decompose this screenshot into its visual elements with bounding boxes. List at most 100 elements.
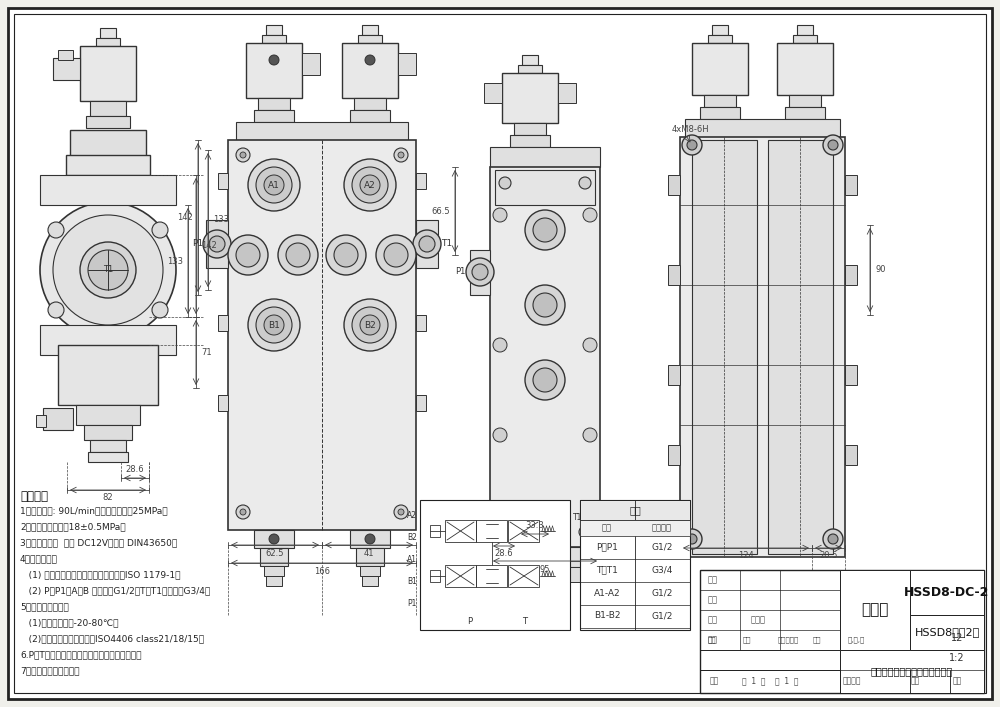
Circle shape: [228, 235, 268, 275]
Bar: [692, 140, 757, 554]
Text: B2: B2: [364, 320, 376, 329]
Circle shape: [264, 175, 284, 195]
Circle shape: [398, 152, 404, 158]
Circle shape: [248, 299, 300, 351]
Circle shape: [48, 302, 64, 318]
Bar: [266, 576, 282, 586]
Circle shape: [53, 215, 163, 325]
Text: 3、电磁铁参数  电压 DC12V，装口 DIN43650；: 3、电磁铁参数 电压 DC12V，装口 DIN43650；: [20, 538, 177, 547]
Text: 41: 41: [364, 549, 374, 558]
Circle shape: [823, 135, 843, 155]
Text: (1) 所有油口均为平面密封，符合标准ISO 1179-1；: (1) 所有油口均为平面密封，符合标准ISO 1179-1；: [20, 570, 180, 579]
Text: T1: T1: [103, 266, 113, 274]
Bar: [692, 43, 748, 95]
Text: G1/2: G1/2: [651, 542, 673, 551]
Bar: [360, 566, 380, 576]
Text: (2) P、P1、A、B 口螺纹：G1/2；T、T1口螺纹：G3/4；: (2) P、P1、A、B 口螺纹：G1/2；T、T1口螺纹：G3/4；: [20, 586, 210, 595]
Circle shape: [533, 368, 557, 392]
Circle shape: [682, 135, 702, 155]
Circle shape: [525, 210, 565, 250]
Text: 接口: 接口: [602, 523, 612, 532]
Bar: [416, 220, 438, 268]
Text: 4xM8-6H: 4xM8-6H: [672, 126, 710, 134]
Bar: [793, 35, 817, 43]
Circle shape: [352, 307, 388, 343]
Bar: [100, 28, 116, 38]
Text: 142: 142: [177, 213, 193, 222]
Bar: [490, 147, 600, 167]
Bar: [708, 35, 732, 43]
Bar: [362, 25, 378, 35]
Bar: [508, 565, 539, 587]
Bar: [840, 570, 910, 650]
Bar: [668, 445, 680, 465]
Circle shape: [493, 338, 507, 352]
Text: 外形图: 外形图: [861, 602, 889, 617]
Bar: [80, 46, 136, 101]
Circle shape: [203, 230, 231, 258]
Bar: [484, 83, 502, 103]
Text: 133: 133: [213, 216, 229, 225]
Bar: [668, 265, 680, 285]
Circle shape: [376, 235, 416, 275]
Circle shape: [493, 428, 507, 442]
Circle shape: [360, 175, 380, 195]
Circle shape: [394, 505, 408, 519]
Circle shape: [40, 202, 176, 338]
Circle shape: [525, 360, 565, 400]
Text: A1-A2: A1-A2: [594, 588, 620, 597]
Bar: [218, 395, 228, 411]
Text: P1: P1: [456, 267, 466, 276]
Bar: [254, 530, 294, 548]
Bar: [358, 35, 382, 43]
Bar: [84, 425, 132, 440]
Bar: [680, 137, 845, 557]
Bar: [502, 73, 558, 123]
Bar: [580, 500, 690, 630]
Bar: [266, 25, 282, 35]
Text: 2、安全阀设定压劖18±0.5MPa；: 2、安全阀设定压劖18±0.5MPa；: [20, 522, 126, 531]
Bar: [246, 43, 302, 98]
Circle shape: [828, 534, 838, 544]
Text: 82: 82: [103, 493, 113, 503]
Circle shape: [533, 293, 557, 317]
Circle shape: [248, 159, 300, 211]
Bar: [910, 615, 984, 650]
Circle shape: [88, 250, 128, 290]
Circle shape: [583, 428, 597, 442]
Circle shape: [579, 177, 591, 189]
Text: 工艺: 工艺: [708, 636, 718, 645]
Bar: [96, 38, 120, 46]
Circle shape: [240, 152, 246, 158]
Circle shape: [264, 315, 284, 335]
Circle shape: [823, 529, 843, 549]
Circle shape: [687, 140, 697, 150]
Bar: [777, 43, 833, 95]
Bar: [685, 119, 840, 137]
Bar: [218, 173, 228, 189]
Bar: [66, 155, 150, 175]
Text: P1: P1: [408, 599, 417, 607]
Circle shape: [384, 243, 408, 267]
Bar: [505, 567, 585, 582]
Text: HSSD8-DC-2: HSSD8-DC-2: [904, 585, 990, 599]
Bar: [840, 670, 910, 693]
Text: 20.5: 20.5: [819, 551, 838, 561]
Circle shape: [48, 222, 64, 238]
Circle shape: [413, 230, 441, 258]
Bar: [704, 95, 736, 107]
Bar: [350, 530, 390, 548]
Bar: [416, 315, 426, 331]
Text: 标准化: 标准化: [750, 616, 766, 624]
Text: 数量标记: 数量标记: [843, 677, 862, 686]
Text: 95: 95: [540, 564, 550, 573]
Circle shape: [493, 208, 507, 222]
Bar: [950, 670, 984, 693]
Circle shape: [236, 148, 250, 162]
Bar: [700, 570, 984, 693]
Text: 年,月,日: 年,月,日: [848, 637, 865, 643]
Bar: [302, 53, 320, 75]
Circle shape: [583, 208, 597, 222]
Text: P、P1: P、P1: [596, 542, 618, 551]
Bar: [264, 566, 284, 576]
